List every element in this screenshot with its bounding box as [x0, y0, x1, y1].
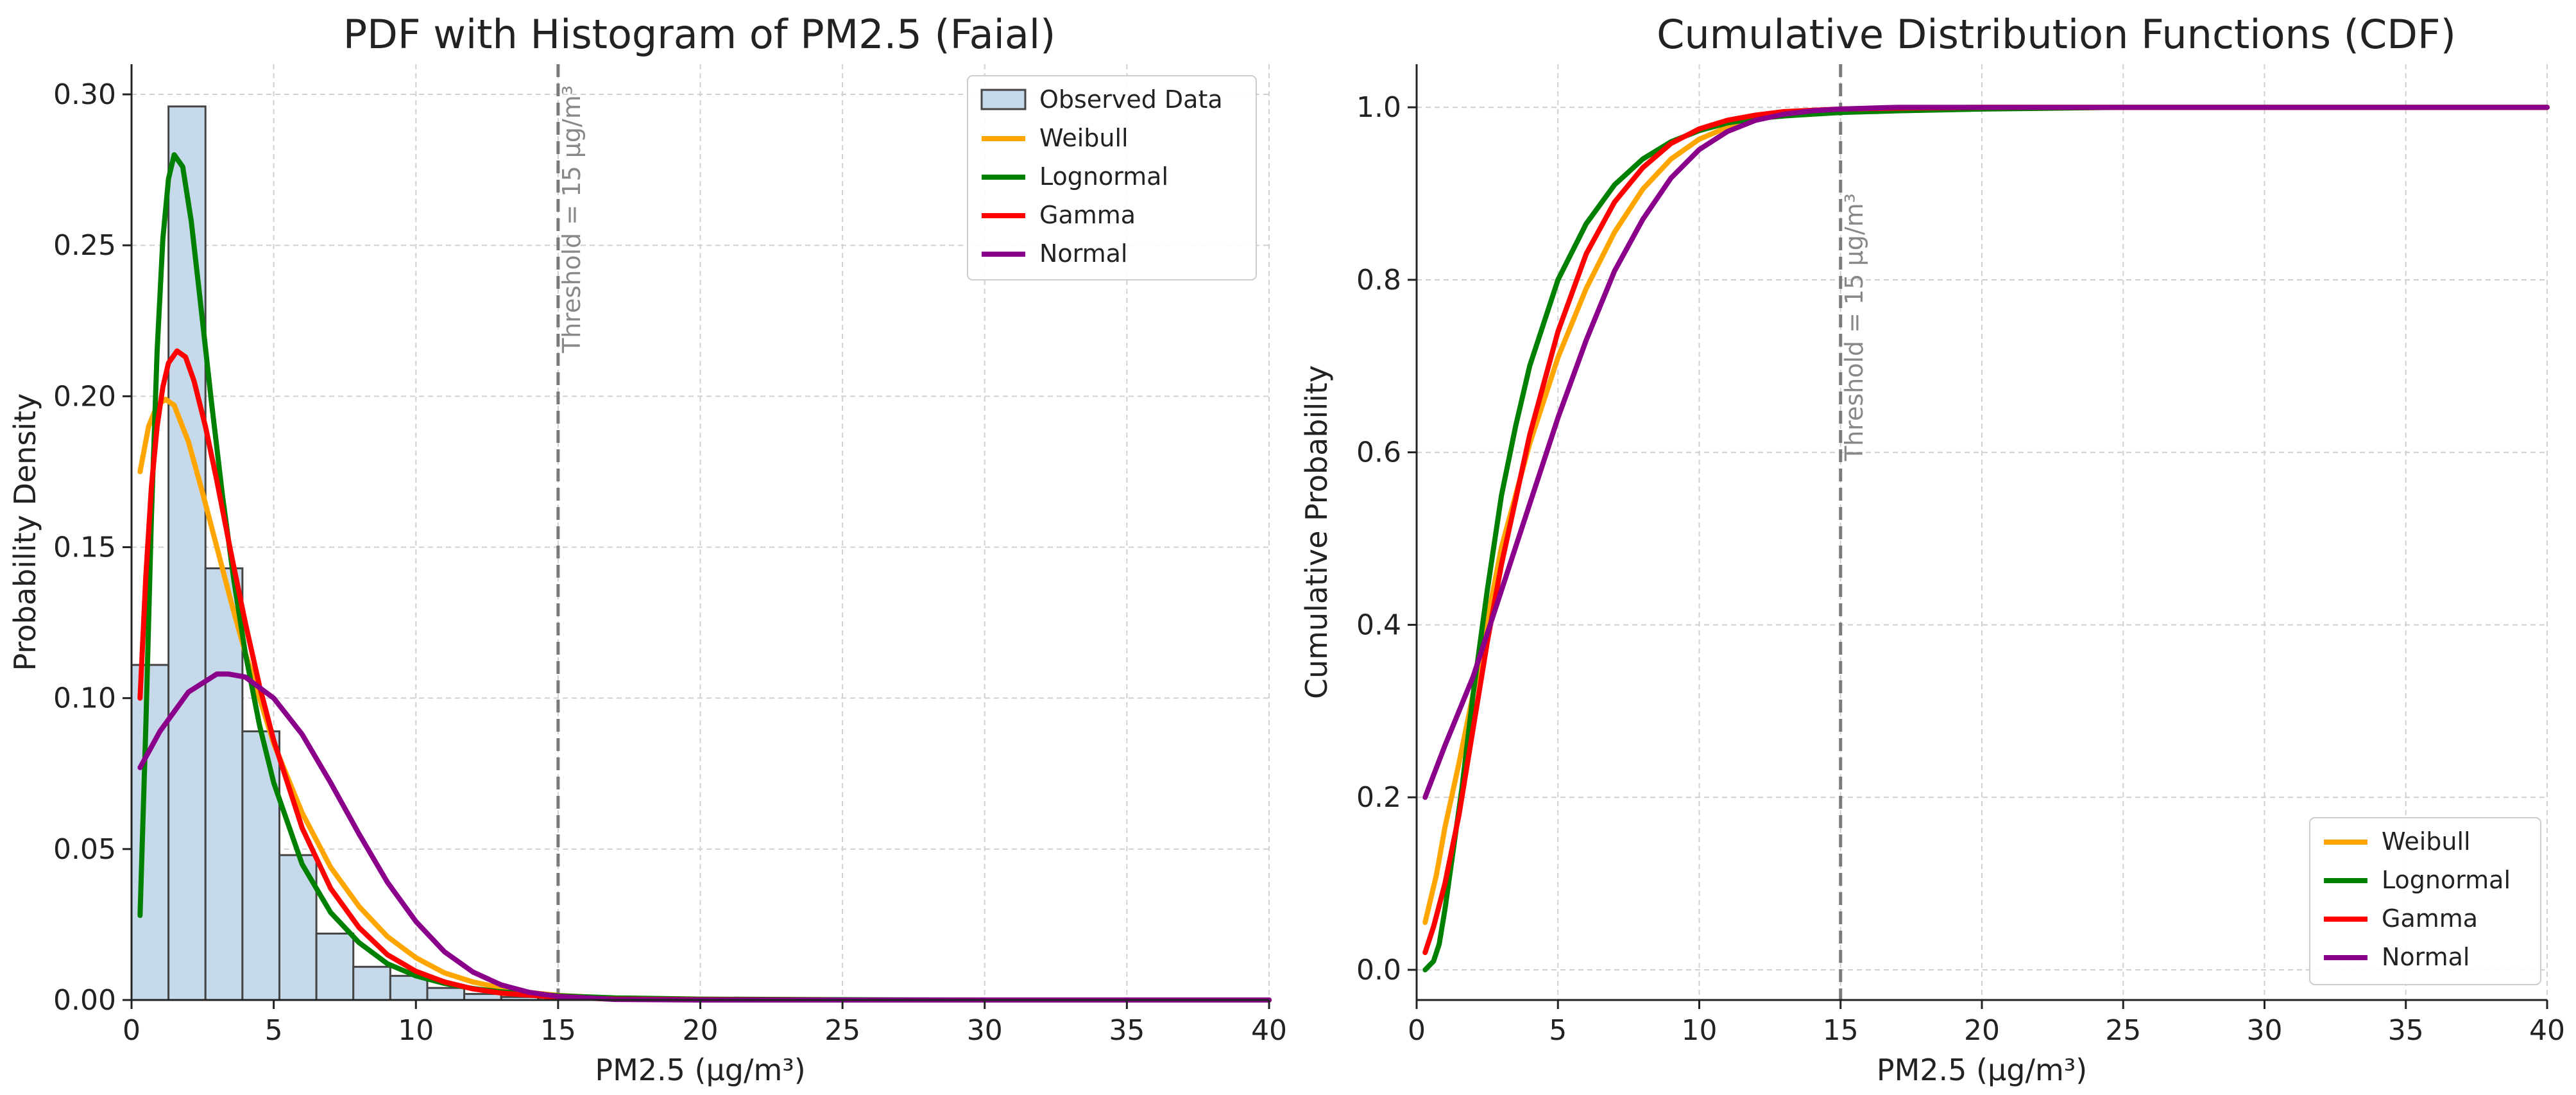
y-axis-label: Cumulative Probability — [1299, 365, 1334, 699]
pdf-chart-panel: Threshold = 15 µg/m³ 0 5 10 15 20 25 30 35 40 0.00… — [8, 11, 1287, 1087]
y-tick-label: 1.0 — [1356, 91, 1401, 124]
histogram-bar — [426, 987, 466, 1001]
x-tick-label: 10 — [398, 1014, 434, 1047]
legend-box — [2309, 817, 2541, 985]
y-tick-label: 0.10 — [53, 682, 116, 715]
chart-title: Cumulative Distribution Functions (CDF) — [1657, 11, 2456, 58]
legend-box — [967, 75, 1257, 280]
cdf-chart-panel: Threshold = 15 µg/m³ 0 5 10 15 20 25 30 35 40 0.0 0… — [1299, 11, 2565, 1087]
y-tick-label: 0.6 — [1356, 436, 1401, 469]
legend-label: Normal — [1039, 239, 1128, 268]
y-tick-label: 0.8 — [1356, 264, 1401, 297]
x-tick-label: 35 — [2388, 1014, 2424, 1047]
x-tick-label: 35 — [1109, 1014, 1145, 1047]
y-tick-label: 0.25 — [53, 229, 116, 262]
x-tick-label: 40 — [2529, 1014, 2565, 1047]
legend-label: Normal — [2382, 943, 2470, 971]
x-tick-label: 15 — [540, 1014, 576, 1047]
y-tick-label: 0.0 — [1356, 954, 1401, 987]
histogram-bar — [315, 933, 355, 1001]
x-tick-label: 30 — [967, 1014, 1003, 1047]
series-line-weibull — [1422, 105, 2550, 926]
chart-title: PDF with Histogram of PM2.5 (Faial) — [343, 11, 1056, 58]
histogram-bar — [130, 664, 170, 1001]
x-axis-label: PM2.5 (µg/m³) — [595, 1053, 805, 1087]
x-tick-label: 20 — [1964, 1014, 2000, 1047]
histogram-bar — [204, 567, 244, 1001]
y-tick-label: 0.4 — [1356, 608, 1401, 641]
x-tick-label: 15 — [1823, 1014, 1859, 1047]
threshold-label: Threshold = 15 µg/m³ — [558, 85, 586, 354]
series-line-normal — [1422, 105, 2550, 800]
y-tick-label: 0.15 — [53, 531, 116, 564]
legend-label: Weibull — [2382, 827, 2471, 856]
legend-swatch-observed-data — [980, 89, 1027, 110]
legend-label: Observed Data — [1039, 85, 1223, 114]
x-tick-label: 0 — [123, 1014, 141, 1047]
y-tick-label: 0.2 — [1356, 781, 1401, 814]
x-axis-label: PM2.5 (µg/m³) — [1877, 1053, 2087, 1087]
series-line-lognormal — [137, 152, 1272, 1003]
x-tick-label: 20 — [683, 1014, 719, 1047]
y-axis-label: Probability Density — [8, 393, 42, 671]
x-tick-label: 0 — [1408, 1014, 1426, 1047]
x-tick-label: 40 — [1251, 1014, 1287, 1047]
legend-label: Lognormal — [1039, 162, 1168, 191]
histogram-bar — [352, 965, 391, 1001]
x-tick-label: 5 — [265, 1014, 283, 1047]
y-tick-label: 0.20 — [53, 380, 116, 413]
y-tick-label: 0.30 — [53, 78, 116, 111]
y-tick-label: 0.00 — [53, 984, 116, 1017]
y-tick-label: 0.05 — [53, 833, 116, 866]
x-tick-label: 25 — [824, 1014, 860, 1047]
legend-label: Gamma — [1039, 201, 1136, 229]
histogram-bar — [167, 105, 207, 1001]
x-tick-label: 10 — [1682, 1014, 1718, 1047]
x-tick-label: 25 — [2105, 1014, 2141, 1047]
legend-label: Weibull — [1039, 124, 1129, 152]
x-tick-label: 30 — [2247, 1014, 2283, 1047]
histogram-bar — [241, 730, 280, 1001]
x-tick-label: 5 — [1549, 1014, 1567, 1047]
legend-label: Gamma — [2382, 904, 2478, 933]
legend-label: Lognormal — [2382, 866, 2511, 894]
threshold-label: Threshold = 15 µg/m³ — [1840, 193, 1868, 461]
